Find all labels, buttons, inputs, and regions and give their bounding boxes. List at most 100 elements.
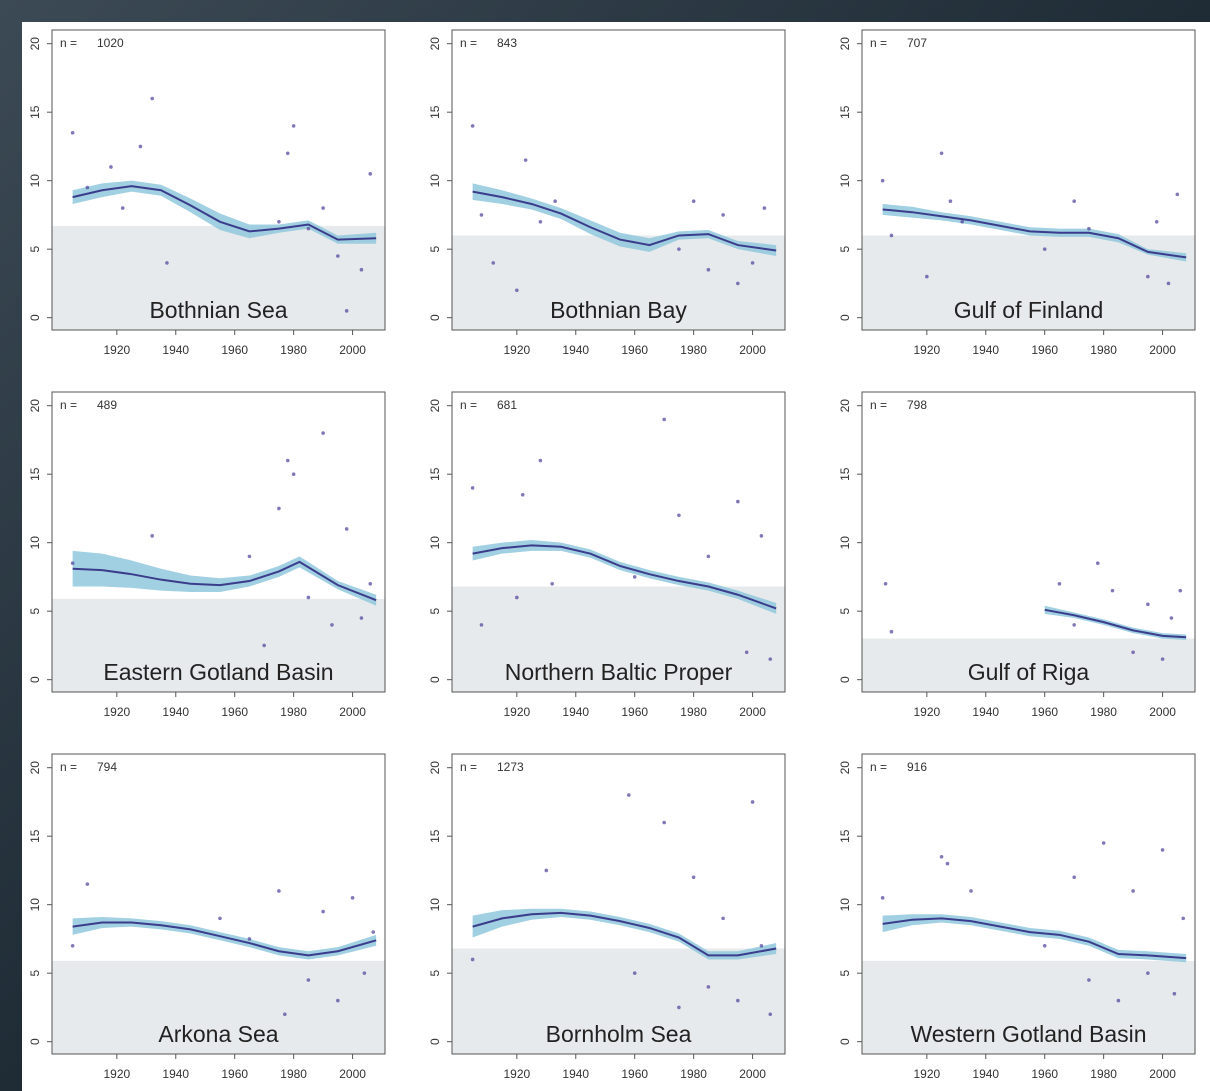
y-tick-label: 20 [838, 399, 852, 413]
y-tick-label: 15 [838, 829, 852, 843]
y-tick-label: 15 [28, 105, 42, 119]
panel-title: Arkona Sea [158, 1021, 278, 1047]
x-tick-label: 2000 [739, 343, 766, 357]
y-tick-label: 20 [428, 761, 442, 775]
x-tick-label: 1940 [162, 1067, 189, 1081]
data-point [632, 575, 637, 579]
data-point [491, 261, 496, 265]
data-point [750, 800, 755, 804]
x-tick-label: 1980 [680, 343, 707, 357]
data-point [1178, 588, 1183, 593]
threshold-area [452, 235, 785, 330]
data-point [1042, 247, 1047, 251]
n-label: n = [60, 760, 77, 774]
plot-frame [451, 753, 786, 1055]
data-point [1057, 581, 1062, 586]
data-point [1172, 991, 1177, 996]
y-tick-label: 5 [838, 608, 852, 615]
data-point [291, 124, 296, 128]
data-point [1146, 971, 1150, 975]
y-tick-label: 20 [838, 37, 852, 51]
y-tick-label: 10 [428, 174, 442, 188]
x-tick-label: 1940 [162, 705, 189, 719]
data-point [120, 206, 125, 210]
y-tick-label: 10 [28, 174, 42, 188]
data-point [969, 889, 973, 893]
y-tick-label: 0 [428, 676, 442, 683]
y-tick-label: 20 [28, 399, 42, 413]
x-tick-label: 1960 [621, 705, 648, 719]
data-point [150, 534, 154, 538]
data-point [538, 219, 543, 224]
data-point [85, 185, 90, 190]
data-point [1146, 602, 1150, 607]
data-point [515, 288, 519, 293]
x-tick-label: 1960 [621, 1067, 648, 1081]
data-point [889, 629, 894, 634]
n-value: 681 [497, 398, 517, 412]
y-tick-label: 5 [428, 608, 442, 615]
y-tick-label: 15 [428, 829, 442, 843]
trend-line [472, 544, 777, 610]
x-tick-label: 1960 [1031, 1067, 1058, 1081]
y-tick-label: 20 [838, 761, 852, 775]
panel-title: Bothnian Sea [149, 297, 287, 323]
plot-frame [51, 391, 386, 693]
data-point [706, 554, 711, 559]
y-tick-label: 0 [838, 676, 852, 683]
data-point [368, 581, 373, 586]
data-point [768, 1012, 773, 1017]
n-value: 794 [97, 760, 117, 774]
data-point [262, 643, 266, 648]
y-tick-label: 10 [838, 174, 852, 188]
n-label: n = [870, 398, 887, 412]
y-tick-label: 15 [28, 829, 42, 843]
data-point [677, 1005, 681, 1010]
data-point [70, 943, 75, 948]
confidence-band [1044, 605, 1187, 640]
y-tick-label: 20 [428, 399, 442, 413]
data-point [889, 233, 894, 238]
panel-title: Western Gotland Basin [910, 1021, 1146, 1047]
data-point [736, 499, 740, 504]
y-tick-label: 5 [28, 246, 42, 253]
plot-frame [861, 391, 1196, 693]
x-tick-label: 1980 [280, 1067, 307, 1081]
data-point [362, 971, 367, 975]
data-point [479, 623, 484, 627]
x-tick-label: 1940 [972, 343, 999, 357]
x-tick-label: 1980 [1090, 705, 1117, 719]
panel-title: Eastern Gotland Basin [103, 659, 333, 685]
data-point [321, 431, 325, 435]
y-tick-label: 15 [428, 467, 442, 481]
x-tick-label: 1920 [503, 343, 530, 357]
data-point [1116, 998, 1121, 1003]
data-point [247, 937, 252, 941]
trend-line [72, 921, 377, 957]
x-tick-label: 2000 [339, 705, 366, 719]
data-point [344, 309, 349, 313]
data-point [306, 978, 311, 982]
data-point [371, 930, 376, 934]
y-tick-label: 0 [838, 314, 852, 321]
threshold-area [52, 960, 385, 1054]
data-point [721, 916, 725, 921]
y-tick-label: 0 [838, 1038, 852, 1045]
x-tick-label: 1960 [221, 1067, 248, 1081]
data-point [880, 896, 885, 900]
data-point [285, 151, 290, 156]
data-point [691, 875, 696, 880]
x-tick-label: 2000 [1149, 705, 1176, 719]
data-point [880, 178, 885, 183]
panel-title: Northern Baltic Proper [505, 659, 733, 685]
data-point [350, 896, 355, 900]
x-tick-label: 1920 [913, 1067, 940, 1081]
y-tick-label: 10 [28, 536, 42, 550]
data-point [759, 943, 764, 948]
data-point [1154, 219, 1159, 224]
n-value: 798 [907, 398, 927, 412]
data-point [1072, 623, 1076, 627]
data-point [247, 554, 252, 559]
n-label: n = [60, 398, 77, 412]
